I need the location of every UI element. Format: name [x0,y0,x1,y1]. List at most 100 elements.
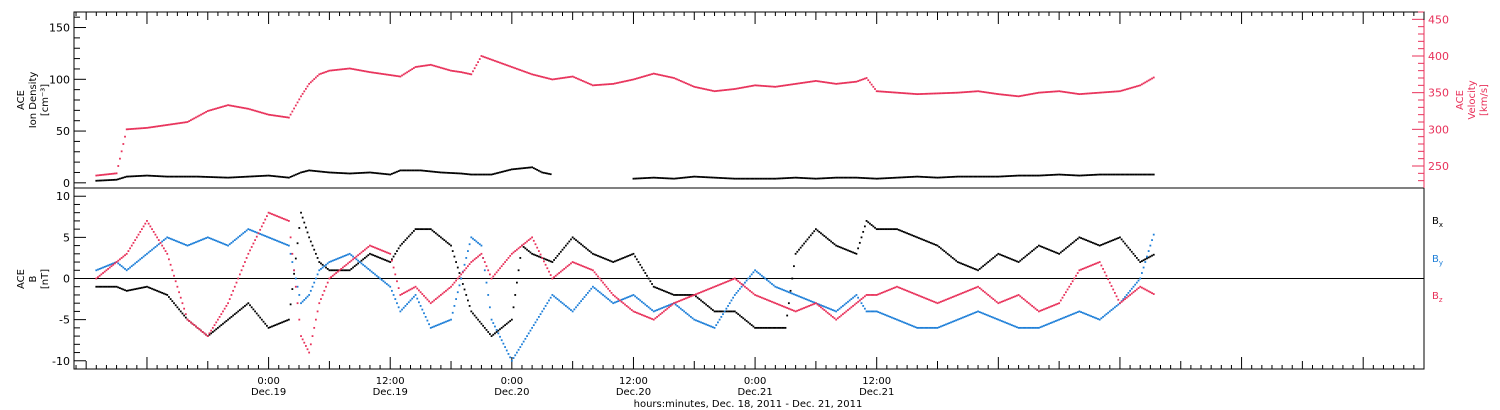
top-right-series-0-point [409,69,412,72]
top-left-series-0-point [397,170,400,172]
bottom-series-2-point [909,291,912,294]
top-left-series-0-point [320,170,322,173]
top-right-series-0-point [326,70,329,73]
bottom-series-2-point [990,296,993,299]
top-right-series-0-point [929,92,932,95]
top-right-series-0-point [992,92,995,95]
bottom-series-0-point [429,228,432,231]
bottom-series-1-point [1051,321,1054,324]
bottom-series-0-point [575,239,577,242]
bottom-series-1-point [168,237,170,239]
bottom-series-2-point [113,262,116,265]
top-right-series-0-point [982,91,985,93]
bottom-series-0-point [320,262,322,265]
bottom-series-1-point [1036,326,1039,329]
bottom-series-2-point [441,292,444,295]
bottom-series-0-point [97,285,99,288]
top-right-series-0-point [700,87,702,90]
top-left-series-0-point [820,177,822,180]
bottom-series-2-point [181,302,184,305]
bottom-series-0-point [1125,244,1128,247]
top-left-series-0-point [771,177,773,180]
bottom-series-1-point [166,236,169,239]
bottom-series-2-point [798,309,800,311]
top-right-series-0-point [754,84,756,87]
bottom-series-0-point [330,269,332,272]
top-left-series-0-point [737,177,740,180]
bottom-series-1-point [431,326,434,329]
bottom-series-0-point [912,235,915,237]
bottom-series-2-point [953,295,956,298]
top-left-series-0-point [492,173,495,176]
bottom-series-0-point [664,290,667,293]
top-right-series-0-point [742,86,745,89]
bottom-series-2-point [796,309,799,312]
top-right-series-0-point [157,125,160,128]
top-left-series-0-point [120,177,123,180]
top-right-series-0-point [272,114,275,117]
bottom-series-1-point [808,299,811,302]
bottom-series-2-point [728,279,731,282]
top-right-series-0-point [1063,91,1066,93]
bottom-series-2-point [928,298,930,301]
bottom-series-2-point [1120,300,1123,303]
x-tick-date-label: Dec.20 [494,387,529,398]
bottom-series-1-point [1139,277,1142,280]
bottom-series-0-point [183,314,186,317]
bottom-series-2-point [490,277,493,280]
bottom-series-2-point [264,218,267,221]
bottom-series-2-point [1129,294,1131,296]
bottom-series-1-point [892,317,895,320]
bottom-series-0-point [522,246,525,248]
top-left-series-0-point [372,171,375,174]
bottom-series-2-point [1073,277,1076,280]
bottom-series-0-point [293,272,295,275]
bottom-series-0-point [732,310,735,313]
top-left-series-0-point [1026,174,1028,177]
bottom-series-1-point [1095,317,1098,320]
bottom-series-1-point [793,293,795,296]
bottom-series-2-point [1092,263,1094,266]
bottom-series-2-point [494,273,496,276]
bottom-series-1-point [108,263,111,266]
top-right-series-0-point [370,71,373,74]
bottom-series-2-point [105,269,108,272]
bottom-series-1-point [304,297,307,300]
bottom-series-1-point [820,304,822,307]
top-right-series-0-point [1103,91,1106,94]
bottom-series-2-point [1066,288,1069,291]
bottom-series-1-point [541,310,544,313]
bottom-series-1-point [365,266,368,269]
bottom-series-1-point [771,283,773,285]
bottom-series-2-point [1059,299,1062,302]
bottom-series-1-point [838,307,841,310]
top-right-series-0-point [771,85,773,88]
top-right-series-0-point [661,74,664,77]
bottom-series-0-point [931,242,934,245]
bottom-series-1-point [478,243,481,246]
top-left-series-0-point [828,177,831,179]
bottom-series-2-point [298,318,301,321]
bottom-series-2-point [769,300,772,303]
bottom-series-0-point [350,268,353,270]
bottom-series-1-point [1132,285,1135,288]
top-left-series-0-point [906,176,909,179]
bottom-series-2-point [472,259,474,262]
bottom-series-2-point [985,292,988,295]
bottom-series-1-point [237,236,240,239]
top-right-series-0-point [320,72,322,75]
bottom-series-1-point [419,305,422,307]
top-left-series-0-point [853,176,856,179]
top-left-series-0-point [193,175,196,178]
bottom-series-0-point [233,313,236,316]
bottom-series-1-point [821,305,824,307]
top-right-series-0-point [434,65,437,68]
bottom-series-2-point [882,291,885,294]
bottom-series-1-point [1117,303,1120,306]
bottom-series-1-point [894,318,897,320]
bottom-series-0-point [977,269,979,272]
top-left-series-0-point [313,170,316,172]
bottom-series-2-point [603,283,606,286]
bottom-series-0-point [536,254,539,257]
bottom-series-1-point [862,305,865,307]
